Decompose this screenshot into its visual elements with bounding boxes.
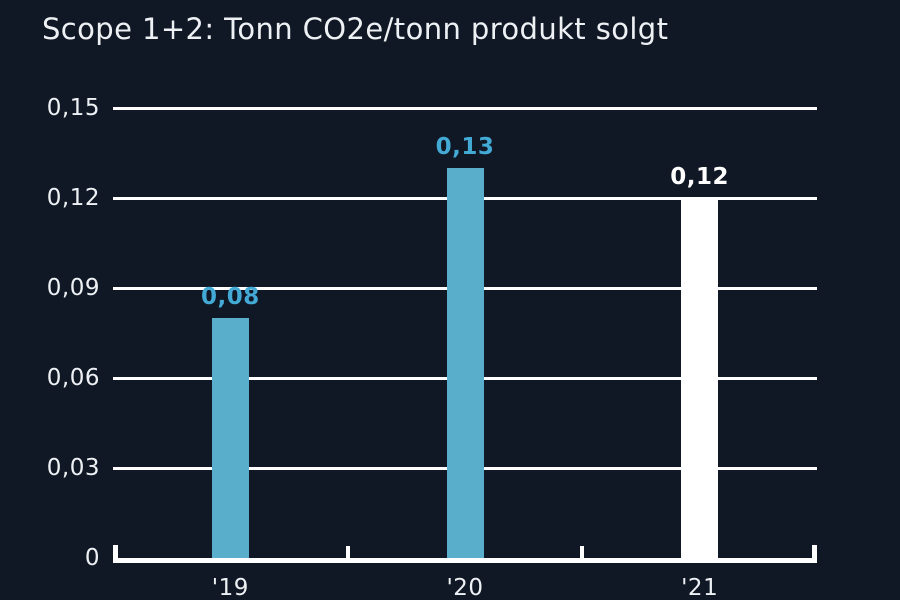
bar-20 [446,168,484,558]
x-axis-end-stub [812,545,817,563]
x-category-label: '21 [681,575,719,600]
y-tick-label: 0,12 [46,185,100,211]
y-tick-label: 0,09 [46,275,100,301]
x-axis-end-stub [113,545,118,563]
bar-value-label: 0,08 [200,284,260,310]
x-axis-tick [345,546,350,558]
x-category-label: '19 [211,575,249,600]
bar-19 [211,318,249,558]
chart-title: Scope 1+2: Tonn CO2e/tonn produkt solgt [42,12,669,46]
bar-value-label: 0,13 [435,134,495,160]
y-tick-label: 0,06 [46,365,100,391]
bar-21 [681,198,719,558]
plot-area: 0,08 '19 0,13 '20 0,12 '21 [113,106,817,600]
y-tick-label: 0,15 [46,95,100,121]
y-tick-label: 0,03 [46,455,100,481]
bar-value-label: 0,12 [670,164,730,190]
gridline [113,106,817,110]
x-category-label: '20 [446,575,484,600]
x-axis-tick [580,546,585,558]
y-axis-labels: 0 0,03 0,06 0,09 0,12 0,15 [0,95,100,571]
y-tick-label: 0 [84,545,100,571]
x-axis-line [113,558,817,563]
